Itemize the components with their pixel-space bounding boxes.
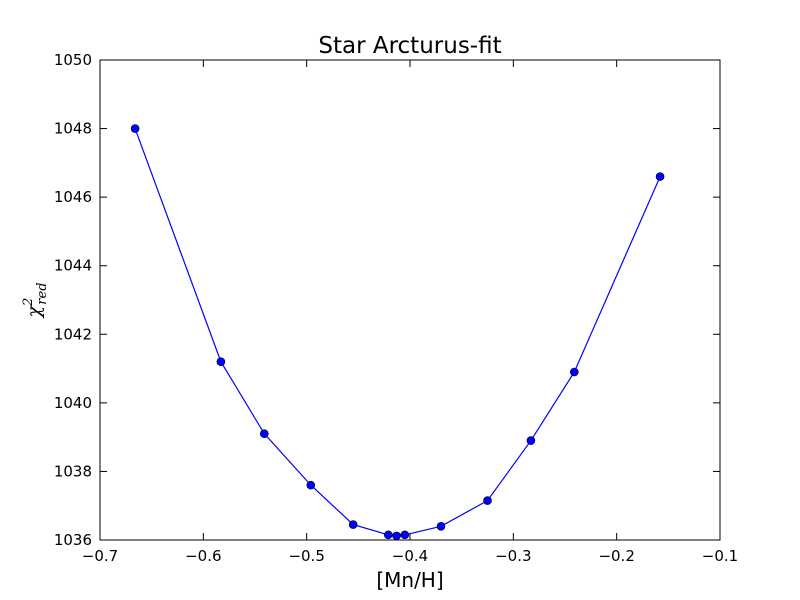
y-tick-label: 1038 bbox=[54, 462, 92, 480]
data-point bbox=[216, 357, 226, 367]
y-tick-label: 1050 bbox=[54, 51, 92, 69]
data-point bbox=[259, 429, 269, 439]
data-point bbox=[383, 530, 393, 540]
data-point bbox=[392, 531, 401, 541]
y-axis-label-superscript: 2 bbox=[21, 298, 36, 307]
data-point bbox=[400, 530, 410, 540]
data-point bbox=[348, 520, 358, 529]
y-axis: 1036 1038 1040 1042 1044 1046 1048 1050 bbox=[54, 51, 720, 549]
data-point bbox=[655, 172, 665, 181]
x-tick-label: −0.7 bbox=[82, 547, 118, 565]
data-point bbox=[526, 436, 536, 445]
y-axis-label-base: χ bbox=[23, 305, 45, 320]
x-tick-label: −0.1 bbox=[702, 547, 738, 565]
x-axis: −0.7 −0.6 −0.5 −0.4 −0.3 −0.2 −0.1 bbox=[82, 60, 738, 565]
data-point bbox=[130, 124, 140, 133]
y-axis-label: χ2red bbox=[21, 282, 50, 319]
x-tick-label: −0.6 bbox=[185, 547, 221, 565]
y-tick-label: 1036 bbox=[54, 531, 92, 549]
y-tick-label: 1044 bbox=[54, 257, 92, 275]
data-point bbox=[306, 480, 316, 490]
y-tick-label: 1048 bbox=[54, 120, 92, 138]
chart-title: Star Arcturus-fit bbox=[318, 33, 501, 59]
x-tick-label: −0.2 bbox=[598, 547, 634, 565]
y-tick-label: 1046 bbox=[54, 188, 92, 206]
x-tick-label: −0.4 bbox=[392, 547, 428, 565]
plot-area: −0.7 −0.6 −0.5 −0.4 −0.3 −0.2 −0.1 1036 1038 104… bbox=[54, 51, 738, 565]
data-point bbox=[483, 496, 492, 505]
y-tick-label: 1040 bbox=[54, 394, 92, 412]
x-tick-label: −0.5 bbox=[288, 547, 324, 565]
x-axis-label: [Mn/H] bbox=[376, 568, 443, 592]
data-point bbox=[569, 367, 579, 377]
plot-frame bbox=[99, 59, 721, 541]
data-point bbox=[436, 521, 446, 531]
series-layer bbox=[130, 124, 665, 541]
y-tick-label: 1042 bbox=[54, 325, 92, 343]
y-axis-label-subscript: red bbox=[35, 282, 50, 304]
x-tick-label: −0.3 bbox=[495, 547, 531, 565]
